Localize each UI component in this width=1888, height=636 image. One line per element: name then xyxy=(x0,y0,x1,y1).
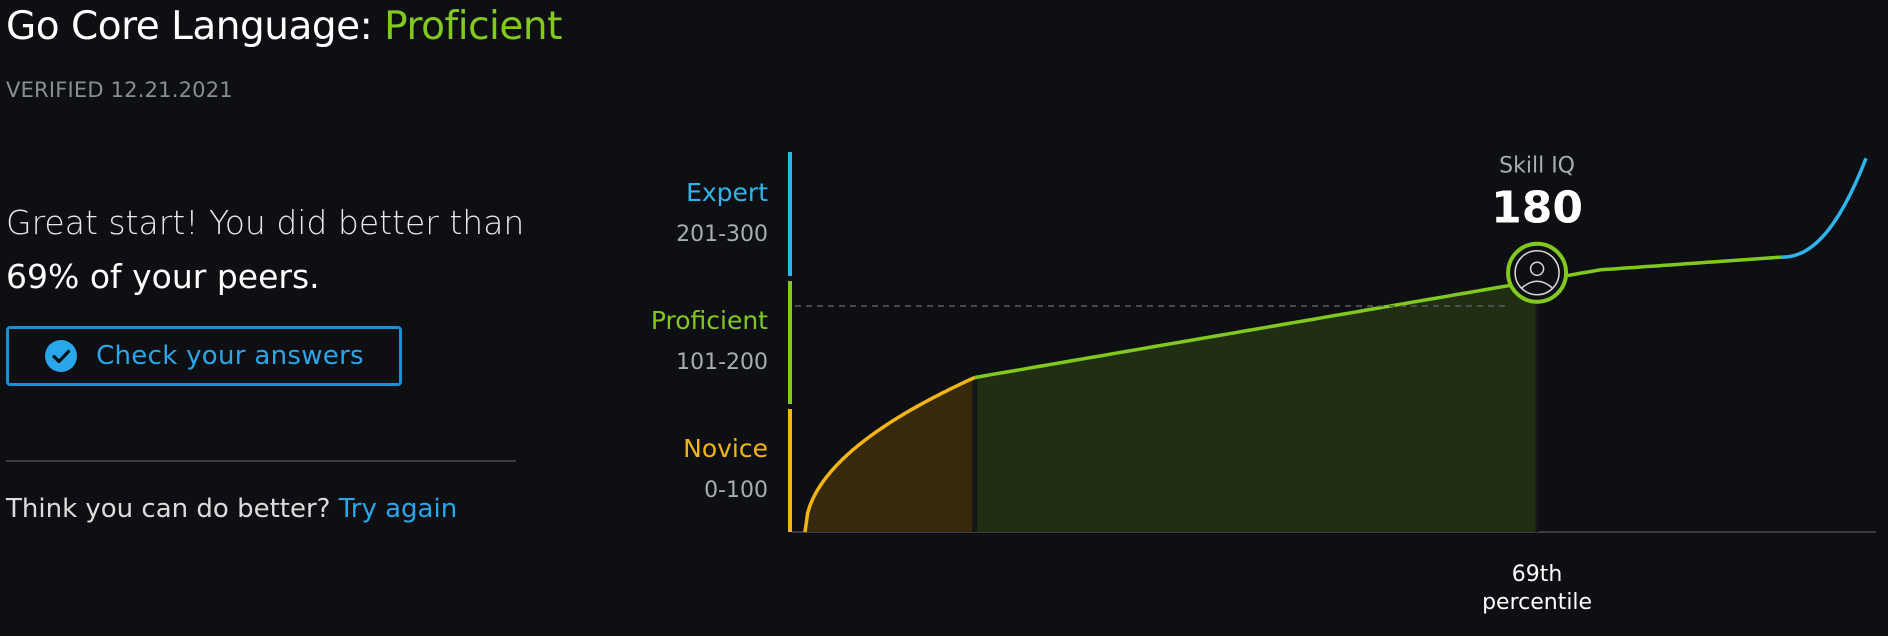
try-again-link[interactable]: Try again xyxy=(338,494,458,524)
band-label-proficient: Proficient xyxy=(650,306,768,335)
check-answers-label: Check your answers xyxy=(96,341,364,371)
band-range-expert: 201-300 xyxy=(676,222,768,247)
summary-line-1: Great start! You did better than xyxy=(6,203,525,242)
result-summary: Great start! You did better than 69% of … xyxy=(6,196,536,304)
band-label-expert: Expert xyxy=(686,178,768,207)
retry-prompt-text: Think you can do better? xyxy=(6,494,339,524)
curve-novice xyxy=(803,375,976,533)
band-label-novice: Novice xyxy=(683,434,768,463)
skill-iq-label: Skill IQ xyxy=(1499,154,1575,179)
verified-date: VERIFIED 12.21.2021 xyxy=(6,78,233,102)
curve-expert xyxy=(1781,157,1868,259)
proficient-area xyxy=(974,280,1538,532)
divider xyxy=(6,460,516,462)
summary-line-2: 69% of your peers. xyxy=(6,257,320,296)
check-answers-button[interactable]: Check your answers xyxy=(6,326,402,386)
retry-prompt: Think you can do better? Try again xyxy=(6,494,457,524)
percentile-label: percentile xyxy=(1482,590,1592,615)
skill-iq-score: 180 xyxy=(1491,183,1583,234)
curve-proficient xyxy=(974,255,1782,380)
user-avatar-icon xyxy=(1506,241,1569,304)
title-prefix: Go Core Language: xyxy=(6,4,385,49)
band-range-novice: 0-100 xyxy=(704,478,768,503)
page-title: Go Core Language: Proficient xyxy=(6,4,562,49)
skill-level: Proficient xyxy=(384,4,562,49)
check-circle-icon xyxy=(44,339,78,373)
percentile-value: 69th xyxy=(1512,562,1563,587)
band-range-proficient: 101-200 xyxy=(676,350,768,375)
novice-area xyxy=(805,377,975,532)
